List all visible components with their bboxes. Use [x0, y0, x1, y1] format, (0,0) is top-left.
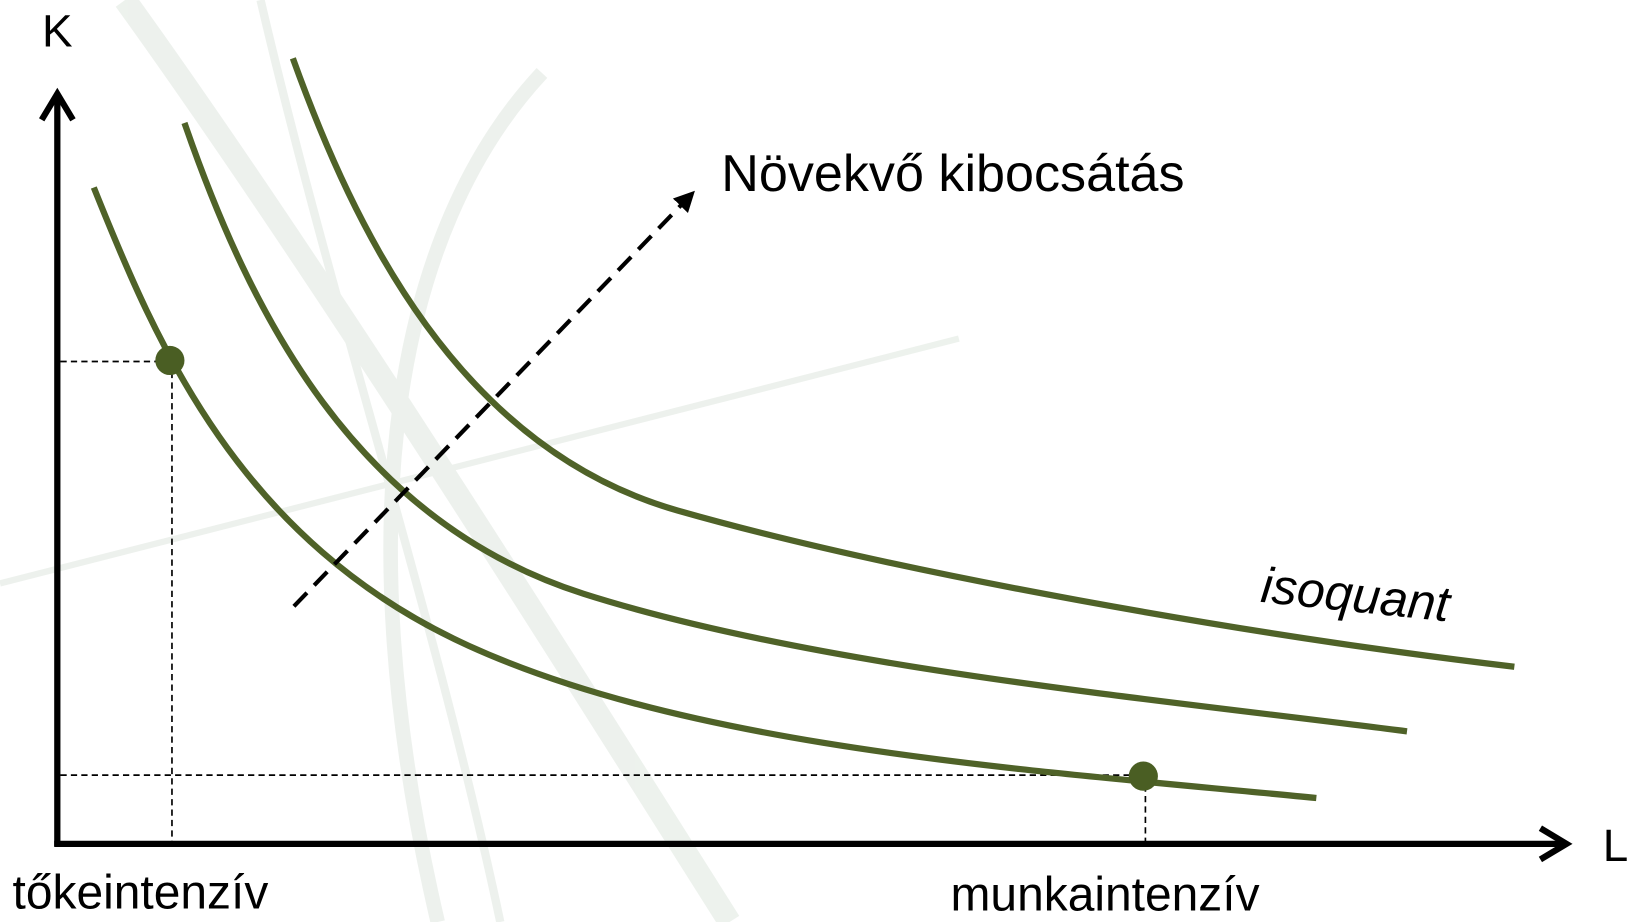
point: [1128, 761, 1158, 791]
watermark: [0, 0, 960, 922]
point-label: tőkeintenzív: [13, 867, 269, 920]
point: [155, 345, 185, 376]
axes: [39, 87, 1573, 863]
x-axis-label: L: [1603, 820, 1629, 871]
annotation: Növekvő kibocsátás: [721, 145, 1184, 203]
output-arrow: [292, 190, 695, 608]
point-label: munkaintenzív: [951, 869, 1260, 922]
y-axis-label: K: [42, 5, 73, 56]
curve-label: isoquant: [1259, 557, 1455, 633]
